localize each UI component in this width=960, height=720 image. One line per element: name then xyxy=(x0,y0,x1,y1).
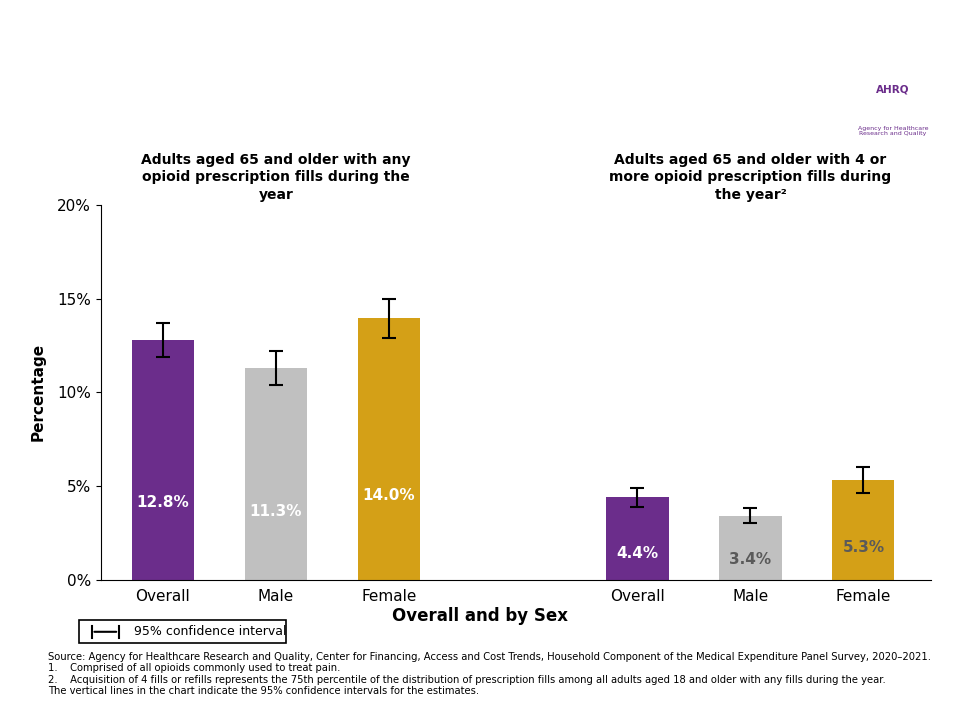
Y-axis label: Percentage: Percentage xyxy=(31,343,46,441)
Ellipse shape xyxy=(789,35,948,181)
Text: Agency for Healthcare
Research and Quality: Agency for Healthcare Research and Quali… xyxy=(857,126,928,137)
Text: Adults aged 65 and older with 4 or
more opioid prescription fills during
the yea: Adults aged 65 and older with 4 or more … xyxy=(610,153,892,202)
Text: Figure 1. Average annual percentage of adults aged 65
and older who filled outpa: Figure 1. Average annual percentage of a… xyxy=(98,54,728,126)
Bar xyxy=(132,340,194,580)
Bar xyxy=(607,498,668,580)
Bar xyxy=(358,318,420,580)
Text: 3.4%: 3.4% xyxy=(730,552,772,567)
Text: Source: Agency for Healthcare Research and Quality, Center for Financing, Access: Source: Agency for Healthcare Research a… xyxy=(48,652,931,696)
Text: 12.8%: 12.8% xyxy=(136,495,189,510)
Text: 5.3%: 5.3% xyxy=(842,540,884,555)
Bar xyxy=(719,516,781,580)
Text: Overall and by Sex: Overall and by Sex xyxy=(392,606,568,624)
Text: 4.4%: 4.4% xyxy=(616,546,659,561)
FancyBboxPatch shape xyxy=(79,621,286,643)
Text: 14.0%: 14.0% xyxy=(363,488,416,503)
Bar xyxy=(832,480,895,580)
Text: 11.3%: 11.3% xyxy=(250,505,302,519)
Text: 95% confidence interval: 95% confidence interval xyxy=(133,625,286,639)
Text: AHRQ: AHRQ xyxy=(876,85,909,95)
Text: Adults aged 65 and older with any
opioid prescription fills during the
year: Adults aged 65 and older with any opioid… xyxy=(141,153,411,202)
Bar xyxy=(245,368,307,580)
